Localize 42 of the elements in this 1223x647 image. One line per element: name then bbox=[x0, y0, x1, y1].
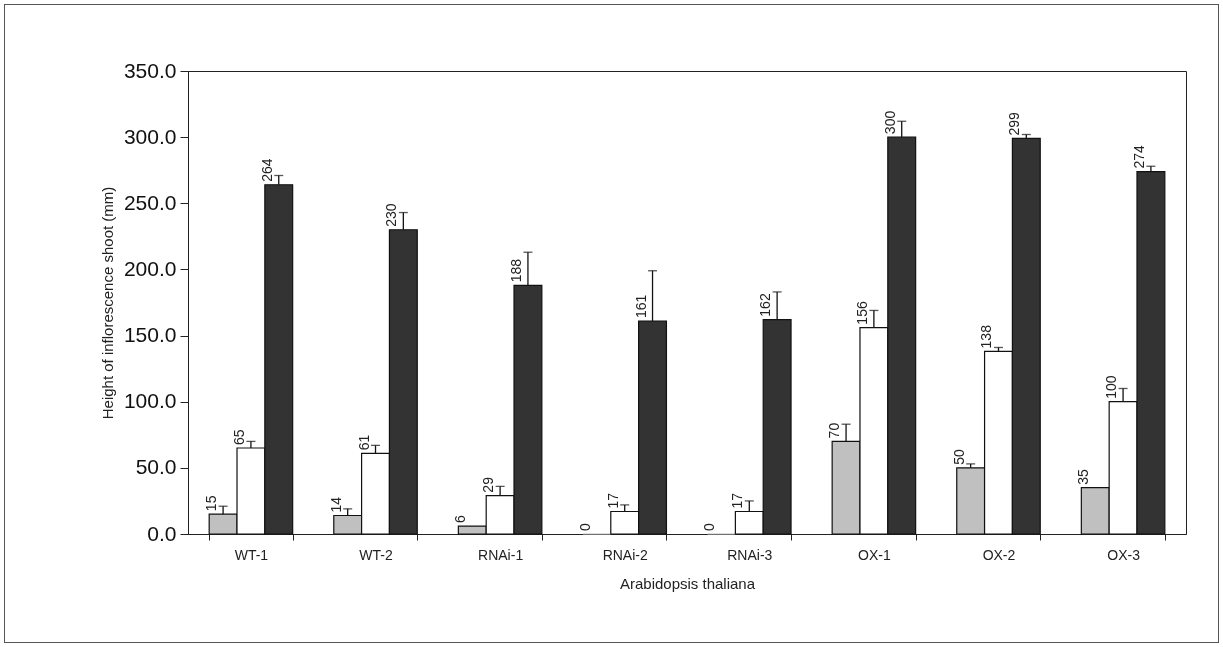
data-label: 299 bbox=[1006, 111, 1023, 136]
y-tick-label: 150.0 bbox=[123, 323, 177, 347]
data-label: 0 bbox=[576, 523, 593, 531]
data-label: 17 bbox=[729, 492, 746, 509]
data-label: 0 bbox=[701, 523, 718, 531]
data-label: 35 bbox=[1075, 468, 1092, 485]
data-label: 15 bbox=[203, 495, 220, 512]
x-tick-label: OX-1 bbox=[858, 546, 891, 563]
data-label: 161 bbox=[632, 294, 649, 319]
data-label: 156 bbox=[853, 301, 870, 325]
x-tick-label: RNAi-1 bbox=[478, 546, 524, 563]
data-label: 17 bbox=[604, 492, 621, 509]
y-axis-title: Height of inflorescence shoot (mm) bbox=[98, 186, 116, 420]
data-label: 6 bbox=[452, 515, 469, 524]
y-tick-label: 350.0 bbox=[123, 58, 177, 82]
x-tick-label: RNAi-2 bbox=[602, 546, 648, 563]
y-tick-label: 200.0 bbox=[123, 256, 177, 280]
data-label: 50 bbox=[950, 449, 967, 465]
y-tick-label: 0.0 bbox=[147, 521, 177, 545]
data-label: 100 bbox=[1103, 375, 1120, 399]
data-label: 29 bbox=[480, 476, 497, 493]
data-label: 300 bbox=[881, 110, 898, 135]
x-axis-title: Arabidopsis thaliana bbox=[619, 574, 756, 592]
data-label: 61 bbox=[355, 434, 372, 451]
x-tick-label: WT-1 bbox=[234, 546, 269, 563]
data-label: 70 bbox=[826, 422, 843, 439]
data-label: 188 bbox=[507, 258, 524, 283]
data-label: 14 bbox=[327, 496, 344, 513]
y-tick-label: 100.0 bbox=[123, 389, 177, 413]
x-tick-label: OX-2 bbox=[982, 546, 1016, 563]
data-label: 274 bbox=[1130, 144, 1147, 169]
data-label: 138 bbox=[978, 324, 995, 349]
x-tick-label: RNAi-3 bbox=[727, 546, 773, 563]
x-tick-label: WT-2 bbox=[359, 546, 393, 563]
y-tick-label: 50.0 bbox=[135, 455, 177, 479]
data-label: 264 bbox=[258, 158, 275, 182]
data-label: 230 bbox=[383, 203, 400, 227]
data-label: 65 bbox=[230, 429, 247, 446]
y-tick-label: 250.0 bbox=[123, 190, 177, 214]
y-tick-label: 300.0 bbox=[123, 124, 177, 148]
data-label: 162 bbox=[757, 293, 774, 317]
x-tick-label: OX-3 bbox=[1107, 546, 1141, 563]
